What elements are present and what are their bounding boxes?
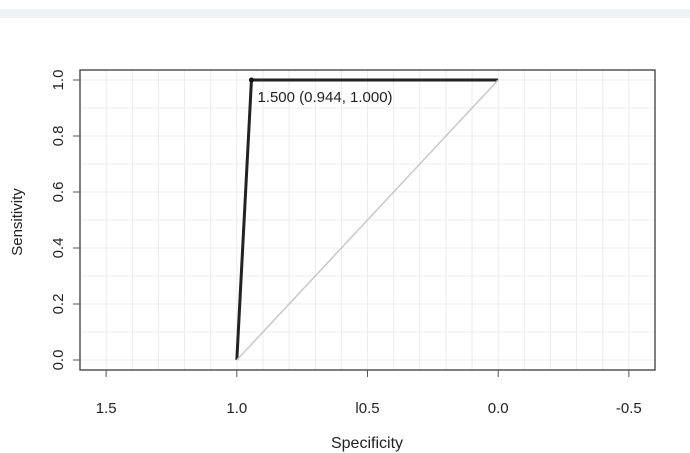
toolbar-background (0, 9, 690, 18)
y-tick-label: 0.0 (50, 350, 67, 371)
y-tick-label: 0.6 (50, 182, 67, 203)
x-tick-label: 0.0 (488, 400, 509, 417)
x-tick-label: l0.5 (355, 400, 379, 417)
y-tick-label: 1.0 (50, 70, 67, 91)
y-tick-label: 0.2 (50, 294, 67, 315)
top-toolbar-strip (0, 0, 690, 18)
diagonal-reference-line (236, 79, 499, 361)
y-axis: 0.0 0.2 0.4 0.6 0.8 1.0 (50, 70, 80, 371)
y-axis-title: Sensitivity (9, 188, 26, 256)
x-axis: 1.5 1.0 l0.5 0.0 -0.5 (96, 370, 642, 417)
series-layer (235, 77, 499, 361)
threshold-annotation: 1.500 (0.944, 1.000) (257, 89, 392, 106)
x-tick-label: 1.0 (226, 400, 247, 417)
y-tick-label: 0.4 (50, 238, 67, 259)
threshold-point (248, 77, 254, 83)
y-tick-label: 0.8 (50, 126, 67, 147)
x-axis-title: Specificity (331, 435, 403, 452)
x-tick-label: -0.5 (616, 400, 642, 417)
x-tick-label: 1.5 (96, 400, 117, 417)
